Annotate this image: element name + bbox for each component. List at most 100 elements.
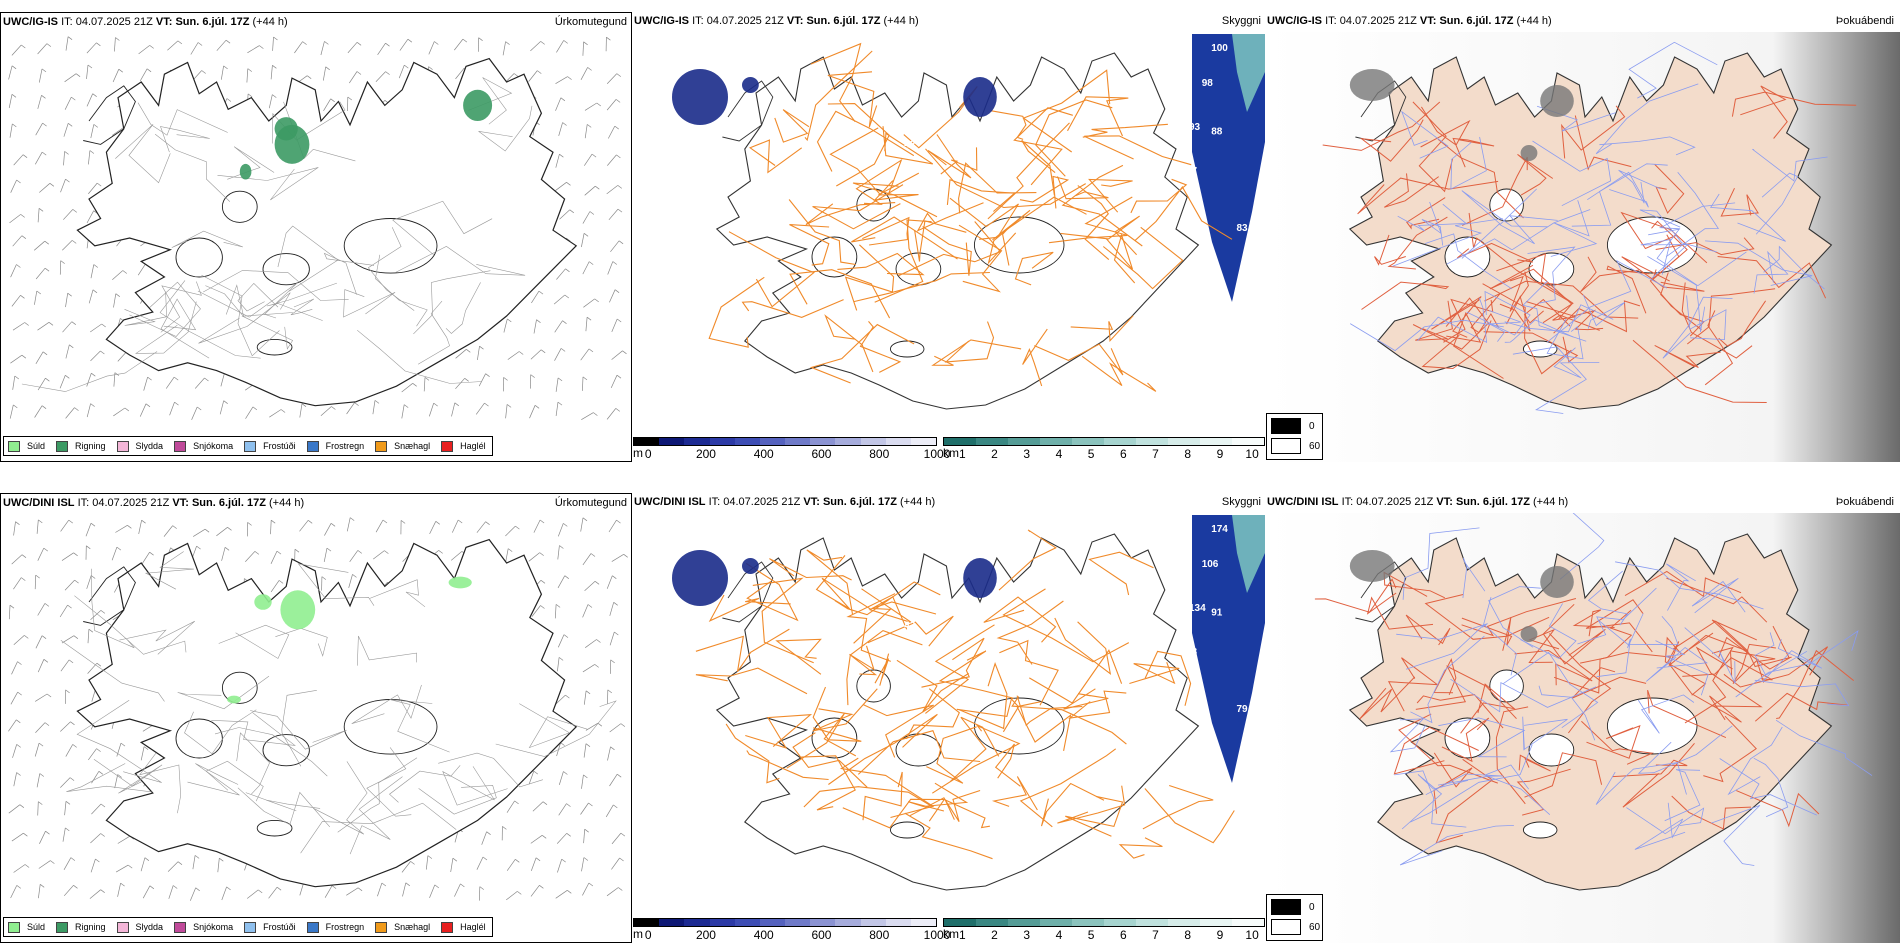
road-line xyxy=(708,276,765,348)
wind-barb-flag xyxy=(278,580,284,584)
road-line xyxy=(1595,762,1687,805)
wind-barb xyxy=(167,40,179,51)
wind-barb-flag xyxy=(434,884,440,889)
precip-area xyxy=(280,590,316,630)
road-line xyxy=(1482,283,1572,375)
wind-barb xyxy=(429,521,437,535)
wind-barb xyxy=(609,631,615,646)
wind-barb xyxy=(505,891,518,901)
colorbar-tick-label: 0 xyxy=(644,928,652,942)
wind-barb-flag xyxy=(594,581,600,585)
road-line xyxy=(1415,665,1517,720)
wind-barb xyxy=(584,102,597,111)
wind-barb-flag xyxy=(302,41,307,45)
wind-barb xyxy=(114,37,116,52)
road-line xyxy=(1648,228,1747,287)
road-line xyxy=(1130,178,1188,214)
legend-swatch xyxy=(8,921,20,933)
colorbar-step xyxy=(860,438,886,445)
wind-barb-flag xyxy=(614,289,620,293)
road-line xyxy=(1054,617,1112,675)
road-line xyxy=(824,314,874,373)
road-line xyxy=(343,289,396,318)
panel-label: Úrkomutegund xyxy=(554,497,627,509)
wind-barb xyxy=(140,857,146,872)
road-line xyxy=(816,110,915,172)
legend-swatch xyxy=(441,921,454,933)
legend-swatch xyxy=(244,921,257,933)
road-line xyxy=(1639,209,1717,253)
wind-barb-flag xyxy=(196,545,201,550)
road-line xyxy=(1412,297,1490,350)
colorbar-step xyxy=(1072,919,1104,926)
wind-barb-flag xyxy=(427,855,433,859)
wind-barb xyxy=(475,402,485,415)
wind-barb xyxy=(245,406,254,419)
panel-label: Skyggni xyxy=(1221,496,1261,508)
colorbar-step xyxy=(1072,438,1104,445)
road-line xyxy=(21,351,158,392)
wind-barb xyxy=(611,832,622,845)
precip-legend-item: Snæhagl xyxy=(375,440,430,452)
colorbar-tick-label: 9 xyxy=(1216,447,1224,461)
road-line xyxy=(1546,259,1668,343)
wind-barb-flag xyxy=(65,801,71,805)
colorbar-ticks: 0 200 400 600 800 1000 xyxy=(633,446,951,461)
road-line xyxy=(275,627,328,657)
wind-barb xyxy=(606,575,613,589)
wind-barb xyxy=(299,403,303,418)
wind-barb-flag xyxy=(616,154,621,159)
fog-legend-label: 60 xyxy=(1309,921,1321,933)
wind-barb xyxy=(272,36,274,51)
road-line xyxy=(1495,706,1529,805)
road-line xyxy=(519,703,588,749)
wind-barb-flag xyxy=(201,70,206,74)
road-line xyxy=(1077,185,1110,261)
road-line xyxy=(1441,717,1490,763)
wind-barb-flag xyxy=(86,545,91,550)
wind-barb-flag xyxy=(15,521,20,525)
colorbar-step xyxy=(1008,919,1040,926)
road-line xyxy=(392,200,493,256)
road-line xyxy=(1118,837,1163,859)
road-line xyxy=(1626,807,1705,835)
wind-barb-flag xyxy=(41,95,46,99)
wind-barb-flag xyxy=(17,661,22,665)
colorbar-tick-label: 600 xyxy=(811,447,832,461)
wind-barb-flag xyxy=(36,290,42,295)
wind-barb-flag xyxy=(433,402,438,407)
wind-barb xyxy=(35,635,43,649)
fog-area xyxy=(1520,626,1538,642)
road-line xyxy=(1559,513,1605,580)
wind-barb-flag xyxy=(9,604,15,609)
wind-barb-flag xyxy=(515,859,520,863)
wind-barb-flag xyxy=(223,400,228,404)
wind-barb xyxy=(12,744,18,758)
wind-barb-flag xyxy=(16,719,21,724)
colorbar-unit: km xyxy=(943,446,959,460)
wind-barb-flag xyxy=(410,861,415,865)
colorbar-step xyxy=(976,438,1008,445)
wind-barb xyxy=(528,552,540,562)
wind-barb-flag xyxy=(506,404,512,408)
road-line xyxy=(990,110,1027,140)
road-line xyxy=(1658,202,1736,230)
wind-barb-flag xyxy=(64,151,69,155)
road-line xyxy=(1420,106,1471,148)
road-line xyxy=(1392,218,1503,267)
wind-barb-flag xyxy=(143,746,149,750)
road-line xyxy=(1727,726,1783,796)
wind-barb-flag xyxy=(330,98,335,103)
visibility-value-label: 42 xyxy=(904,621,916,632)
wind-barb xyxy=(219,400,225,415)
road-line xyxy=(1710,193,1786,242)
wind-barb-flag xyxy=(538,290,544,295)
road-line xyxy=(160,281,202,333)
road-line xyxy=(1532,140,1612,207)
wind-barb-flag xyxy=(330,523,336,527)
wind-barb xyxy=(34,575,37,590)
wind-barb xyxy=(90,610,102,620)
precip-area xyxy=(254,594,272,610)
iceland-coastline xyxy=(715,52,1200,410)
wind-barb xyxy=(557,657,560,672)
